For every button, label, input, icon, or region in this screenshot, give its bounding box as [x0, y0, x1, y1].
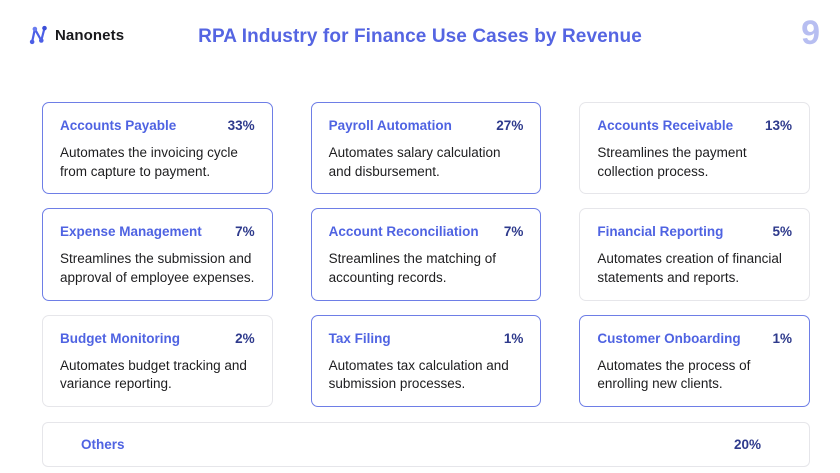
others-label: Others	[81, 436, 125, 452]
card-accounts-payable: Accounts Payable 33% Automates the invoi…	[42, 102, 273, 195]
use-case-percent: 27%	[496, 118, 524, 133]
card-tax-filing: Tax Filing 1% Automates tax calculation …	[310, 314, 542, 407]
brand-name: Nanonets	[55, 26, 125, 44]
use-case-title: Tax Filing	[328, 330, 391, 346]
use-case-description: Streamlines the submission and approval …	[60, 251, 255, 285]
use-case-percent: 13%	[764, 118, 792, 133]
slide-header: Nanonets RPA Industry for Finance Use Ca…	[0, 0, 840, 72]
card-header: Budget Monitoring 2%	[60, 331, 255, 346]
use-case-description: Automates the invoicing cycle from captu…	[60, 145, 238, 179]
use-case-percent: 2%	[235, 330, 255, 346]
use-case-title: Payroll Automation	[328, 118, 452, 133]
use-case-title: Financial Reporting	[597, 224, 724, 240]
card-header: Payroll Automation 27%	[329, 118, 524, 133]
use-case-description: Automates creation of financial statemen…	[597, 251, 782, 285]
brand: Nanonets	[28, 24, 124, 46]
others-percent: 20%	[733, 436, 761, 452]
card-payroll-automation: Payroll Automation 27% Automates salary …	[310, 102, 542, 195]
card-header: Account Reconciliation 7%	[329, 224, 524, 239]
use-case-grid: Accounts Payable 33% Automates the invoi…	[42, 102, 810, 407]
use-case-description: Streamlines the payment collection proce…	[597, 145, 747, 179]
use-case-description: Automates the process of enrolling new c…	[597, 357, 751, 392]
card-accounts-receivable: Accounts Receivable 13% Streamlines the …	[579, 102, 810, 195]
card-account-reconciliation: Account Reconciliation 7% Streamlines th…	[310, 208, 542, 301]
use-case-description: Automates salary calculation and disburs…	[328, 145, 501, 179]
card-budget-monitoring: Budget Monitoring 2% Automates budget tr…	[42, 314, 273, 407]
card-header: Financial Reporting 5%	[597, 224, 792, 239]
use-case-percent: 33%	[227, 118, 255, 133]
card-header: Tax Filing 1%	[329, 331, 524, 346]
card-header: Expense Management 7%	[60, 224, 255, 239]
use-case-percent: 1%	[772, 330, 792, 346]
use-case-title: Account Reconciliation	[328, 224, 479, 240]
use-case-title: Accounts Payable	[60, 118, 177, 133]
use-case-title: Customer Onboarding	[597, 330, 741, 346]
card-financial-reporting: Financial Reporting 5% Automates creatio…	[579, 208, 810, 301]
use-case-percent: 7%	[235, 224, 255, 240]
card-header: Customer Onboarding 1%	[597, 331, 792, 346]
use-case-title: Accounts Receivable	[597, 118, 734, 133]
use-case-percent: 7%	[503, 224, 524, 240]
use-case-percent: 5%	[772, 224, 792, 240]
card-header: Accounts Receivable 13%	[597, 118, 792, 133]
use-case-description: Automates tax calculation and submission…	[328, 357, 509, 392]
others-bar: Others 20%	[42, 421, 810, 467]
page-number: 9	[801, 14, 820, 52]
page-title: RPA Industry for Finance Use Cases by Re…	[198, 26, 642, 47]
use-case-title: Budget Monitoring	[60, 330, 180, 346]
use-case-percent: 1%	[503, 330, 524, 346]
use-case-title: Expense Management	[60, 224, 202, 240]
nanonets-logo-icon	[29, 25, 47, 45]
card-customer-onboarding: Customer Onboarding 1% Automates the pro…	[579, 314, 810, 407]
use-case-description: Streamlines the matching of accounting r…	[328, 251, 496, 285]
card-expense-management: Expense Management 7% Streamlines the su…	[42, 208, 273, 301]
use-case-description: Automates budget tracking and variance r…	[60, 357, 247, 392]
card-header: Accounts Payable 33%	[60, 118, 255, 133]
